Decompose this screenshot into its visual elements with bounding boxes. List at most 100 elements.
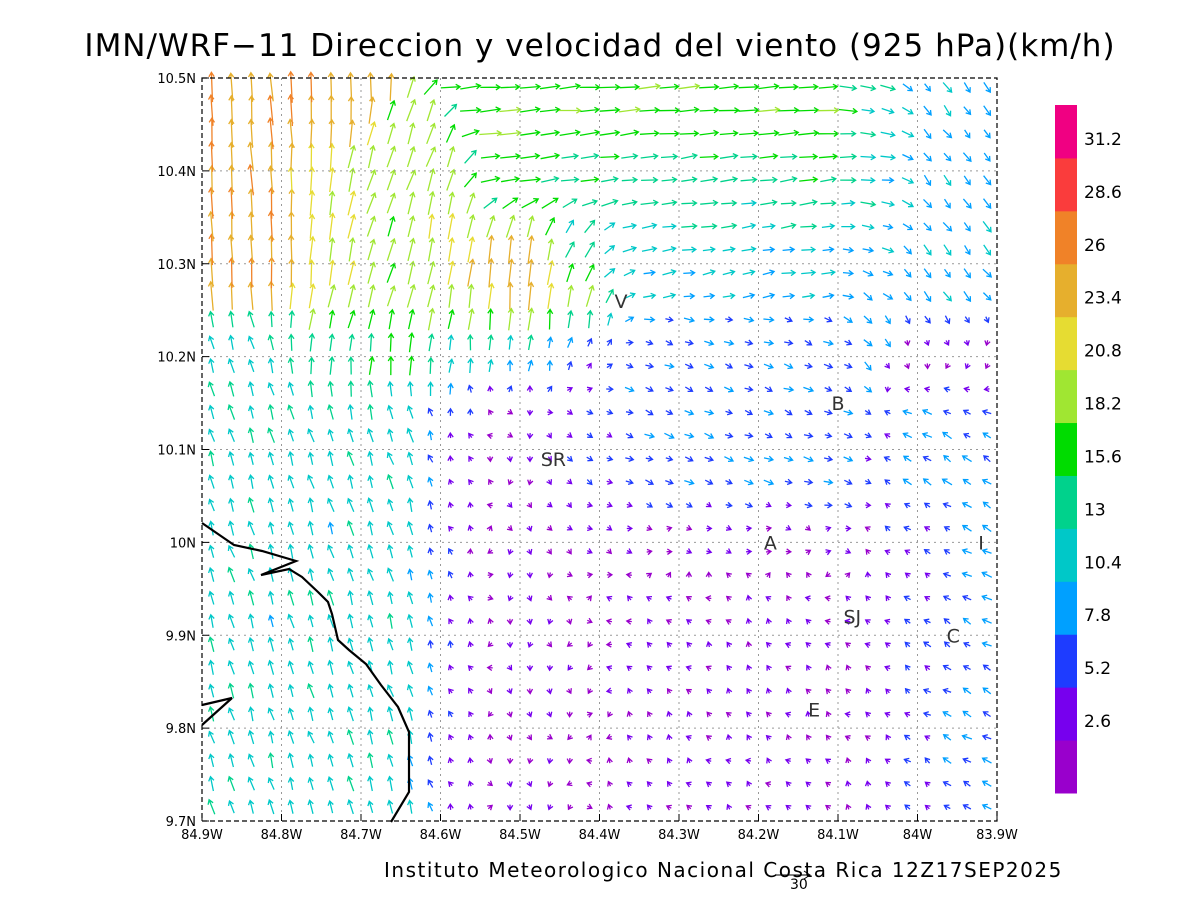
wind-vector [844, 572, 851, 579]
wind-vector [621, 176, 639, 184]
wind-vector [328, 190, 336, 216]
wind-vector [801, 269, 817, 277]
wind-vector [684, 339, 694, 346]
wind-vector [408, 355, 415, 376]
wind-vector [760, 199, 778, 206]
wind-vector [743, 456, 755, 463]
wind-vector [546, 594, 553, 601]
wind-vector [765, 525, 773, 532]
wind-vector [367, 683, 374, 698]
wind-vector [426, 122, 437, 145]
wind-vector [387, 637, 394, 651]
wind-vector [447, 407, 454, 416]
wind-vector [427, 709, 434, 718]
wind-vector [778, 129, 800, 137]
wind-vector [566, 263, 575, 283]
wind-vector [526, 502, 532, 509]
wind-vector [684, 479, 695, 486]
wind-vector [386, 706, 394, 722]
wind-vector [566, 548, 572, 555]
wind-vector [861, 223, 875, 231]
wind-vector [488, 478, 494, 485]
wind-vector [208, 520, 215, 536]
wind-vector [645, 455, 654, 462]
wind-vector [247, 118, 255, 148]
wind-vector [646, 502, 654, 508]
wind-vector [738, 83, 760, 91]
coastline-south [201, 696, 233, 726]
wind-vector [207, 428, 216, 442]
wind-vector [924, 781, 931, 788]
wind-vector [604, 222, 616, 231]
wind-vector [427, 454, 434, 463]
wind-vector [427, 307, 436, 331]
wind-vector [527, 281, 535, 311]
wind-vector [962, 710, 972, 718]
city-label: I [978, 532, 984, 554]
credit-line: Instituto Meteorologico Nacional Costa R… [384, 858, 1063, 882]
wind-vector [386, 544, 394, 559]
wind-vector [803, 432, 814, 439]
wind-vector [507, 307, 515, 331]
wind-vector [547, 238, 555, 261]
wind-vector [686, 757, 693, 764]
wind-vector [367, 729, 374, 745]
wind-vector [208, 257, 215, 288]
wind-vector [227, 403, 236, 420]
wind-vector [785, 548, 793, 555]
wind-vector [479, 130, 503, 137]
wind-vector [207, 335, 215, 350]
wind-vector [904, 804, 911, 811]
wind-vector [645, 362, 655, 370]
wind-vector [746, 780, 753, 787]
wind-vector [586, 479, 593, 486]
wind-vector [963, 175, 971, 186]
wind-vector [267, 752, 275, 769]
wind-vector [487, 282, 495, 309]
wind-vector [745, 617, 753, 624]
wind-vector [605, 687, 613, 694]
wind-vector [527, 334, 534, 351]
wind-vector [964, 316, 970, 324]
wind-vector [247, 799, 255, 814]
wind-vector [287, 707, 294, 721]
wind-vector [566, 688, 572, 695]
wind-vector [825, 781, 832, 788]
wind-vector [863, 292, 873, 301]
wind-vector [943, 618, 951, 625]
wind-vector [487, 594, 494, 601]
wind-vector [942, 687, 952, 695]
wind-vector [347, 567, 354, 582]
wind-vector [963, 106, 972, 116]
colorbar-segment [1055, 687, 1077, 741]
wind-vector [644, 432, 656, 439]
wind-vector [247, 729, 255, 745]
wind-vector [208, 683, 215, 698]
wind-vector [565, 241, 575, 258]
wind-vector [307, 753, 314, 767]
wind-vector [347, 543, 354, 559]
wind-vector [725, 524, 733, 531]
wind-vector [207, 474, 215, 489]
wind-vector [805, 618, 812, 625]
wind-vector [964, 245, 971, 256]
wind-vector [586, 571, 594, 579]
wind-vector [884, 502, 891, 509]
lat-tick-label: 10N [170, 536, 196, 551]
city-label: V [614, 291, 627, 313]
wind-vector [228, 186, 235, 219]
wind-vector [387, 122, 396, 145]
wind-vector [287, 683, 295, 698]
wind-vector [799, 153, 819, 160]
wind-vector [566, 571, 573, 578]
wind-vector [626, 710, 633, 717]
wind-vector [625, 804, 632, 811]
wind-vector [428, 333, 435, 352]
wind-vector [586, 432, 594, 438]
wind-vector [307, 71, 315, 103]
wind-vector [586, 409, 594, 416]
wind-vector [942, 595, 951, 602]
wind-vector [447, 431, 454, 439]
wind-vector [805, 804, 812, 811]
wind-vector [865, 711, 872, 718]
